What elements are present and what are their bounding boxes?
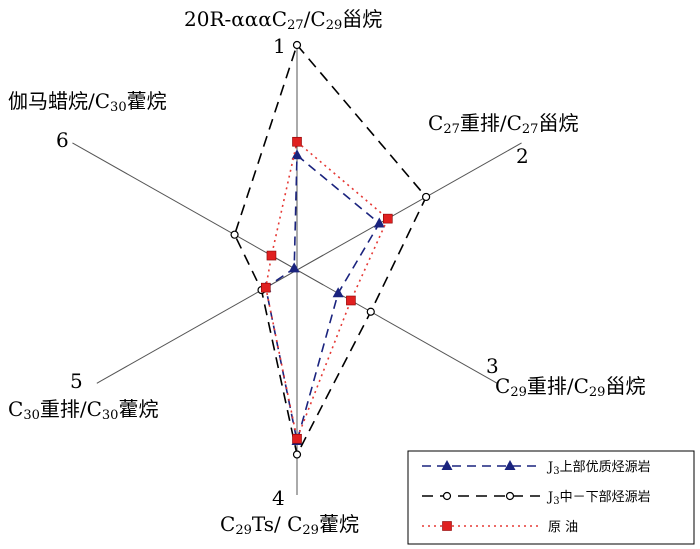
axis-number-2: 2 [516, 144, 529, 168]
series-1-point-1 [292, 40, 302, 50]
series-2-point-3 [346, 295, 356, 306]
legend-marker-1-1 [505, 491, 515, 501]
axis-label-3: C29重排/C29甾烷 [495, 374, 645, 400]
series-line-0 [264, 153, 381, 442]
series-layer [230, 40, 431, 459]
series-2-point-6 [266, 250, 277, 261]
axis-line-3 [296, 269, 498, 384]
series-1-point-4 [292, 450, 302, 459]
axis-label-5: C30重排/C30藿烷 [8, 397, 158, 423]
legend-marker-0-1 [504, 460, 516, 470]
legend-marker-1-0 [442, 491, 452, 501]
axis-number-4: 4 [272, 486, 285, 510]
axis-line-back-5 [296, 254, 324, 271]
legend-marker-0-0 [441, 460, 453, 470]
legend-label-2: 原 油 [548, 520, 578, 535]
axis-label-4: C29Ts/ C29藿烷 [220, 512, 359, 538]
series-1-point-2 [421, 192, 431, 202]
axis-label-1: 20R-αααC27/C29甾烷 [184, 7, 382, 33]
axis-number-3: 3 [486, 354, 499, 378]
series-0-point-1 [291, 149, 303, 160]
axis-number-6: 6 [56, 128, 69, 152]
axis-line-back-6 [296, 269, 324, 286]
series-line-1 [233, 43, 428, 457]
axis-line-6 [72, 142, 298, 271]
series-2-point-1 [292, 136, 302, 147]
axis-label-6: 伽马蜡烷/C30藿烷 [8, 89, 167, 115]
series-2-point-4 [292, 433, 302, 444]
axis-line-2 [296, 142, 522, 271]
axis-number-5: 5 [70, 369, 83, 393]
legend-marker-2-0 [442, 521, 452, 531]
series-0-point-3 [332, 287, 344, 298]
axis-label-2: C27重排/C27甾烷 [428, 111, 578, 137]
series-2-point-2 [382, 213, 393, 224]
legend-label-0: J3上部优质烃源岩 [546, 460, 651, 477]
series-2-point-5 [260, 282, 271, 293]
axis-number-1: 1 [273, 34, 286, 58]
series-0-point-6 [288, 262, 300, 273]
series-0-point-2 [373, 217, 385, 228]
legend-label-1: J3中－下部烃源岩 [546, 490, 651, 507]
series-1-point-6 [230, 230, 239, 239]
series-1-point-3 [366, 307, 375, 316]
